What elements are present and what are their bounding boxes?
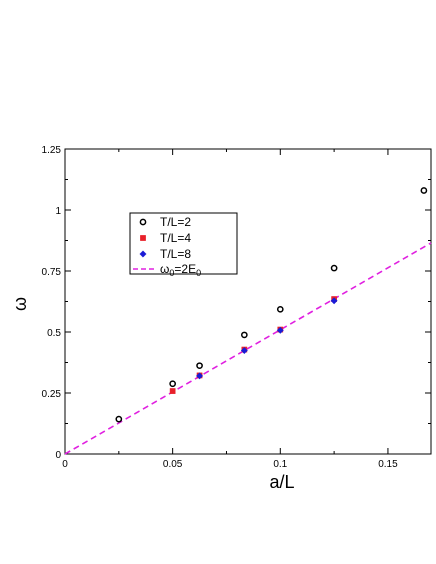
legend: T/L=2 T/L=4 T/L=8ω0=2E0 [129, 212, 238, 278]
legend-marker [139, 218, 147, 226]
legend-label: T/L=2 [160, 215, 191, 229]
y-tick-label: 0.75 [42, 267, 62, 278]
y-tick-label: 0.5 [47, 328, 61, 339]
x-tick-label: 0.1 [273, 459, 287, 470]
data-point [276, 305, 284, 313]
legend-items: T/L=2 T/L=4 T/L=8ω0=2E0 [133, 215, 201, 278]
data-point [240, 331, 248, 339]
y-axis-title: ω [10, 297, 30, 311]
legend-marker [140, 235, 146, 241]
y-axis-ticks: 0 0.25 0.5 0.75 1 1.25 [42, 145, 431, 461]
y-tick-label: 1 [55, 206, 61, 217]
y-tick-label: 0.25 [42, 389, 62, 400]
data-point [240, 346, 248, 355]
data-point [196, 372, 204, 380]
legend-marker [139, 250, 147, 258]
x-tick-label: 0.05 [163, 459, 183, 470]
fit-line [64, 242, 432, 455]
y-tick-label: 0 [55, 450, 61, 461]
legend-label: T/L=4 [160, 231, 191, 245]
plot-area-border [64, 148, 432, 455]
data-point [276, 326, 284, 334]
data-point [115, 415, 123, 423]
x-tick-label: 0 [62, 459, 68, 470]
data-point [169, 388, 176, 394]
data-point [330, 297, 338, 305]
data-points-layer [115, 187, 428, 423]
y-tick-label: 1.25 [42, 145, 62, 156]
legend-box [129, 212, 238, 275]
data-point [420, 187, 428, 194]
data-point [330, 264, 338, 272]
fit-line-layer [64, 242, 432, 455]
plot-frame [64, 148, 432, 455]
legend-label: T/L=8 [160, 247, 191, 261]
data-point [196, 362, 203, 370]
x-axis-ticks: 0 0.05 0.1 0.15 [62, 149, 398, 470]
legend-label-fit: ω0=2E0 [160, 262, 201, 278]
x-axis-title: a/L [269, 472, 294, 492]
data-point [169, 380, 176, 388]
x-tick-label: 0.15 [378, 459, 398, 470]
